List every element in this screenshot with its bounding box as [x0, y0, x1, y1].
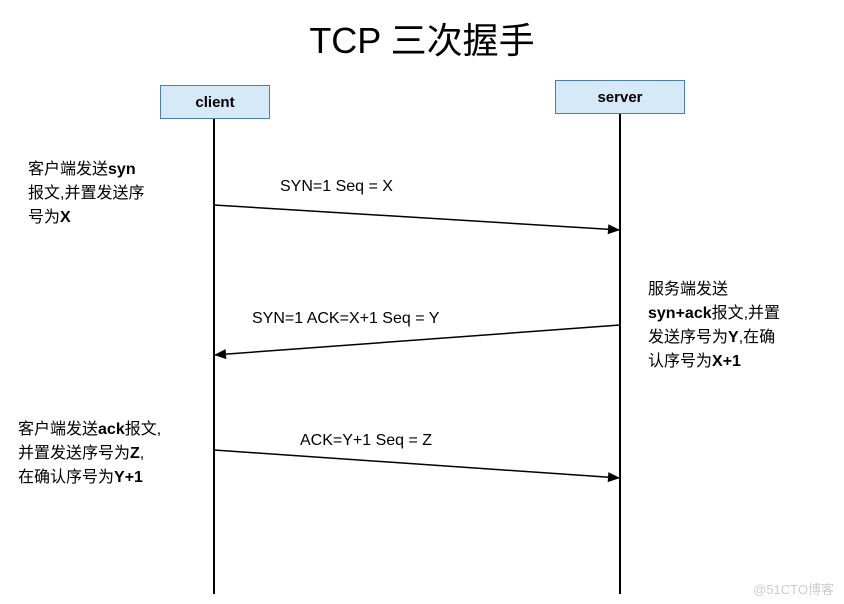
client-label: client	[195, 94, 234, 111]
annotation-client-ack: 客户端发送ack报文,并置发送序号为Z,在确认序号为Y+1	[18, 418, 218, 490]
arrow-syn	[199, 190, 635, 245]
server-node: server	[555, 80, 685, 114]
server-label: server	[597, 89, 642, 106]
annotation-client-syn: 客户端发送syn报文,并置发送序号为X	[28, 158, 198, 230]
msg-label-syn: SYN=1 Seq = X	[280, 178, 393, 196]
msg-label-ack: ACK=Y+1 Seq = Z	[300, 432, 432, 450]
annotation-server-synack: 服务端发送syn+ack报文,并置发送序号为Y,在确认序号为X+1	[648, 278, 838, 374]
diagram-title: TCP 三次握手	[0, 0, 844, 64]
msg-label-syn-ack: SYN=1 ACK=X+1 Seq = Y	[252, 310, 439, 328]
watermark: @51CTO博客	[753, 579, 834, 598]
client-node: client	[160, 85, 270, 119]
